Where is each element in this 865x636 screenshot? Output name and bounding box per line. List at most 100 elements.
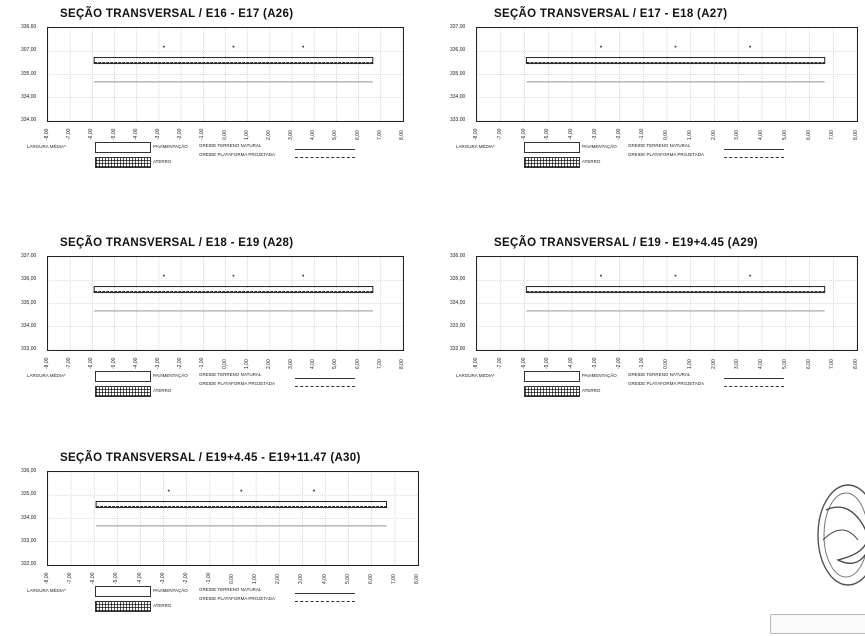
pavement-layer [525, 286, 826, 294]
y-tick-label: 332,00 [450, 346, 466, 352]
x-tick-label: 4,00 [310, 130, 317, 140]
legend-pavement-swatch [95, 586, 151, 597]
y-tick-label: 334,00 [21, 322, 37, 329]
y-tick-label: 334,00 [450, 93, 466, 100]
legend-platform-line [295, 157, 355, 158]
y-tick-label: 334,00 [21, 514, 37, 521]
section-title: SEÇÃO TRANSVERSAL / E19 - E19+4.45 (A29) [494, 237, 758, 249]
x-tick-label: 3,00 [288, 359, 295, 369]
survey-point [749, 274, 752, 277]
x-tick-label: 5,00 [332, 359, 339, 369]
x-tick-label: 2,00 [265, 359, 272, 369]
x-tick-label: 8,00 [853, 359, 859, 369]
x-tick-label: 5,00 [332, 130, 339, 140]
legend-width-label: LARGURA MÉDIA* [27, 144, 66, 149]
legend-pavement-label: PAVIMENTAÇÃO [582, 144, 617, 149]
section-plot [476, 27, 858, 122]
y-tick-label: 337,00 [450, 24, 466, 30]
plot-canvas [48, 28, 403, 121]
y-tick-label: 333,00 [21, 537, 37, 544]
x-tick-label: -5,00 [110, 128, 117, 140]
legend-width-label: LARGURA MÉDIA* [456, 373, 495, 378]
y-tick-label: 332,00 [21, 561, 37, 567]
x-tick-label: 3,00 [288, 130, 295, 140]
y-tick-label: 334,00 [21, 117, 37, 123]
x-tick-label: -8,00 [473, 357, 479, 369]
survey-point [240, 489, 243, 492]
x-tick-label: 3,00 [734, 130, 741, 140]
legend-fill-swatch [95, 386, 151, 397]
legend-pavement-label: PAVIMENTAÇÃO [153, 373, 188, 378]
x-tick-label: 6,00 [354, 130, 361, 140]
x-tick-label: 8,00 [414, 574, 420, 584]
plot-canvas [48, 472, 418, 565]
x-tick-label: 5,00 [344, 574, 351, 584]
x-tick-label: -4,00 [568, 128, 574, 140]
y-tick-label: 336,60 [21, 24, 37, 30]
pavement-layer [525, 57, 826, 65]
legend-natural-label: GREIDE TERRENO NATURAL [628, 143, 691, 148]
x-tick-label: -7,00 [496, 128, 503, 140]
survey-point [749, 45, 752, 48]
section-plot [47, 27, 404, 122]
legend-width-label: LARGURA MÉDIA* [456, 144, 495, 149]
x-tick-label: -7,00 [496, 357, 503, 369]
legend-pavement-label: PAVIMENTAÇÃO [582, 373, 617, 378]
x-tick-label: -4,00 [132, 357, 139, 369]
legend-natural-line [295, 149, 355, 150]
survey-point [312, 489, 315, 492]
x-tick-label: -3,00 [154, 357, 161, 369]
legend-natural-line [295, 593, 355, 594]
survey-point [232, 45, 235, 48]
section-title: SEÇÃO TRANSVERSAL / E16 - E17 (A26) [60, 8, 294, 20]
legend-platform-line [295, 386, 355, 387]
x-tick-label: -1,00 [639, 128, 646, 140]
x-tick-label: -1,00 [199, 128, 206, 140]
x-tick-label: -1,00 [199, 357, 206, 369]
survey-point [302, 45, 305, 48]
x-tick-label: -5,00 [544, 128, 551, 140]
x-tick-label: 0,00 [663, 130, 669, 140]
legend-pavement-label: PAVIMENTAÇÃO [153, 144, 188, 149]
y-tick-label: 333,00 [21, 346, 37, 352]
section-title: SEÇÃO TRANSVERSAL / E17 - E18 (A27) [494, 8, 728, 20]
x-tick-label: 5,00 [781, 359, 788, 369]
legend-natural-label: GREIDE TERRENO NATURAL [199, 587, 262, 592]
x-tick-label: -8,00 [473, 128, 479, 140]
x-tick-label: 2,00 [710, 130, 717, 140]
x-tick-label: -2,00 [615, 128, 622, 140]
survey-point [302, 274, 305, 277]
x-tick-label: -7,00 [67, 572, 74, 584]
x-tick-label: 4,00 [310, 359, 317, 369]
x-tick-label: -6,00 [520, 357, 527, 369]
legend-platform-label: GREIDE PLATAFORMA PROJETADA [199, 381, 276, 386]
legend-natural-label: GREIDE TERRENO NATURAL [628, 372, 691, 377]
x-tick-label: 7,00 [829, 359, 836, 369]
x-tick-label: -3,00 [159, 572, 166, 584]
legend-platform-line [724, 386, 784, 387]
y-tick-label: 335,00 [21, 70, 37, 77]
x-tick-label: -4,00 [136, 572, 143, 584]
legend-fill-swatch [524, 157, 580, 168]
survey-point [599, 45, 602, 48]
legend-pavement-swatch [95, 142, 151, 153]
section-plot [476, 256, 858, 351]
x-tick-label: -2,00 [615, 357, 622, 369]
legend-pavement-label: PAVIMENTAÇÃO [153, 588, 188, 593]
survey-point [162, 45, 165, 48]
legend-fill-swatch [95, 601, 151, 612]
pavement-layer [93, 57, 374, 65]
y-tick-label: 336,00 [21, 468, 37, 474]
pavement-layer [95, 501, 388, 509]
x-tick-label: -3,00 [591, 128, 598, 140]
x-tick-label: -7,00 [66, 128, 73, 140]
legend-fill-label: ATERRO [153, 603, 172, 608]
x-tick-label: 7,00 [390, 574, 397, 584]
x-tick-label: -6,00 [88, 128, 95, 140]
x-tick-label: 2,00 [275, 574, 282, 584]
x-tick-label: -1,00 [639, 357, 646, 369]
x-tick-label: 8,00 [399, 359, 405, 369]
x-tick-label: -1,00 [205, 572, 212, 584]
legend-fill-swatch [524, 386, 580, 397]
x-tick-label: -8,00 [44, 572, 50, 584]
